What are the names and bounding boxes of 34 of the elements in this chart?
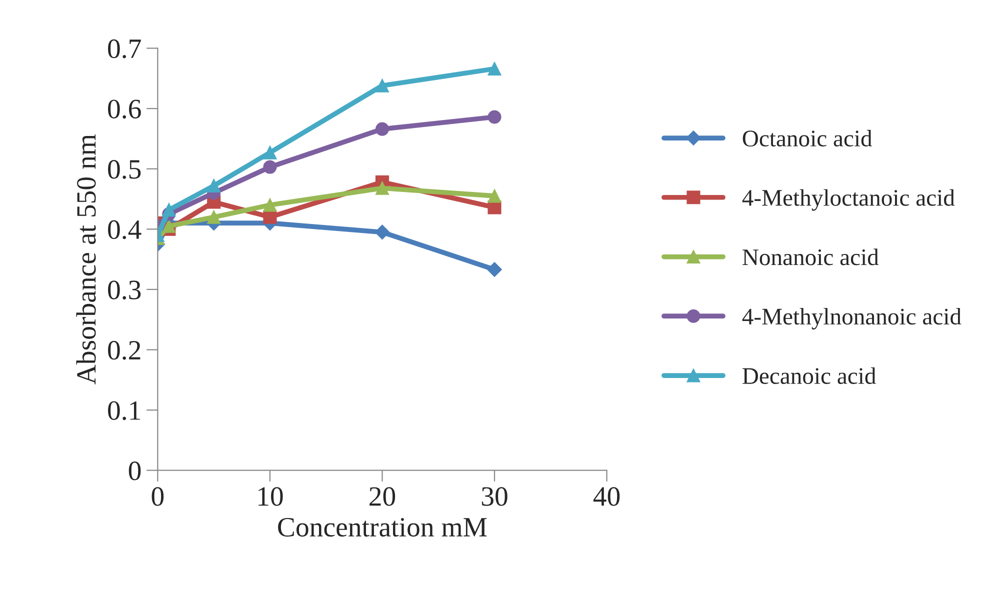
y-tick-label: 0 [128, 462, 141, 480]
y-tick-label: 0.3 [108, 280, 141, 300]
legend-label: 4-Methylnonanoic acid [742, 308, 962, 330]
x-tick-label: 40 [593, 487, 620, 506]
y-tick-label: 0.7 [108, 39, 141, 58]
point [263, 146, 277, 160]
x-tick-label: 30 [482, 487, 508, 506]
y-tick-label: 0.4 [108, 220, 142, 240]
point [374, 224, 390, 240]
point [488, 189, 502, 203]
x-tick-label: 20 [370, 487, 396, 506]
y-axis-title: Absorbance at 550 nm [76, 134, 96, 384]
point [487, 262, 502, 277]
legend-label: 4-Methyloctanoic acid [742, 189, 955, 211]
point [207, 210, 221, 224]
point [263, 160, 277, 174]
legend-label: Decanoic acid [742, 367, 876, 384]
legend-label: Octanoic acid [742, 130, 872, 147]
x-tick-label: 0 [152, 487, 164, 506]
point [375, 181, 390, 195]
x-tick-label: 10 [258, 487, 283, 506]
y-tick-label: 0.5 [108, 160, 141, 179]
point [488, 110, 502, 124]
point [263, 198, 277, 212]
x-axis-title: Concentration mM [278, 518, 487, 537]
y-tick-label: 0.2 [108, 340, 140, 360]
point [488, 62, 502, 76]
legend-label: Nonanoic acid [742, 248, 879, 266]
y-tick-label: 0.6 [108, 100, 141, 119]
point [375, 122, 390, 136]
point [162, 203, 176, 217]
point [375, 78, 390, 92]
point [207, 178, 221, 192]
y-tick-label: 0.1 [108, 401, 140, 420]
